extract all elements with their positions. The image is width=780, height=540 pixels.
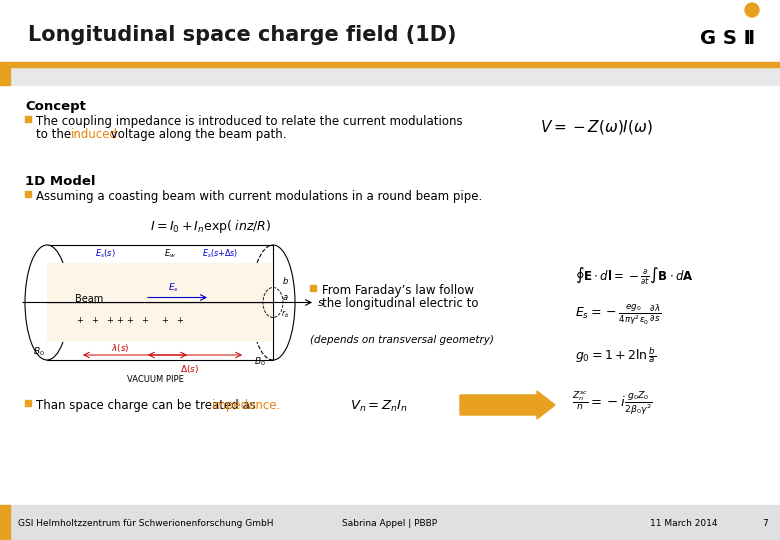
Text: $E_s(s{+}\Delta s)$: $E_s(s{+}\Delta s)$ xyxy=(202,248,238,260)
Text: GSI Helmholtzzentrum für Schwerionenforschung GmbH: GSI Helmholtzzentrum für Schwerionenfors… xyxy=(18,518,274,528)
Bar xyxy=(0,62,780,67)
Text: +: + xyxy=(126,316,133,325)
Text: the longitudinal electric to: the longitudinal electric to xyxy=(322,297,478,310)
Bar xyxy=(0,67,10,85)
Text: $\oint \mathbf{E}\cdot d\mathbf{l} = -\frac{\partial}{\partial t}\int \mathbf{B}: $\oint \mathbf{E}\cdot d\mathbf{l} = -\f… xyxy=(575,265,693,287)
Bar xyxy=(47,245,273,360)
Text: +: + xyxy=(76,316,83,325)
FancyArrow shape xyxy=(460,391,555,419)
Bar xyxy=(310,285,316,291)
Text: $b$: $b$ xyxy=(282,275,289,286)
Text: Sabrina Appel | PBBP: Sabrina Appel | PBBP xyxy=(342,518,438,528)
Text: $E_w$: $E_w$ xyxy=(164,248,176,260)
Text: +: + xyxy=(116,316,123,325)
Text: 11 March 2014: 11 March 2014 xyxy=(650,518,718,528)
Text: $E_s = -\frac{eg_0}{4\pi\gamma^2\varepsilon_0}\frac{\partial\lambda}{\partial s}: $E_s = -\frac{eg_0}{4\pi\gamma^2\varepsi… xyxy=(575,302,661,327)
Text: (depends on transversal geometry): (depends on transversal geometry) xyxy=(310,335,494,345)
Text: Than space charge can be treated as: Than space charge can be treated as xyxy=(36,399,260,412)
Text: induced: induced xyxy=(71,128,119,141)
Text: $B_0$: $B_0$ xyxy=(254,355,266,368)
Circle shape xyxy=(745,3,759,17)
Text: Concept: Concept xyxy=(25,100,86,113)
Text: +: + xyxy=(91,316,98,325)
Text: VACUUM PIPE: VACUUM PIPE xyxy=(126,375,183,384)
Text: $\Delta(s)$: $\Delta(s)$ xyxy=(180,363,200,375)
Text: +: + xyxy=(176,316,183,325)
Text: $V = -Z(\omega)I(\omega)$: $V = -Z(\omega)I(\omega)$ xyxy=(540,118,653,136)
Text: $E_s(s)$: $E_s(s)$ xyxy=(94,248,115,260)
Bar xyxy=(0,505,780,540)
Text: +: + xyxy=(161,316,168,325)
Text: $B_0$: $B_0$ xyxy=(33,345,45,357)
Text: +: + xyxy=(141,316,148,325)
Bar xyxy=(47,263,273,342)
Bar xyxy=(25,191,31,197)
Text: Beam: Beam xyxy=(75,294,103,305)
Text: voltage along the beam path.: voltage along the beam path. xyxy=(107,128,286,141)
Text: $E_s$: $E_s$ xyxy=(168,282,179,294)
Text: impedance.: impedance. xyxy=(211,399,281,412)
Text: $r_b$: $r_b$ xyxy=(281,309,289,320)
Text: 7: 7 xyxy=(762,518,768,528)
Text: $g_0 = 1 + 2\ln\frac{b}{a}$: $g_0 = 1 + 2\ln\frac{b}{a}$ xyxy=(575,345,657,365)
Bar xyxy=(25,400,31,406)
Text: $\lambda(s)$: $\lambda(s)$ xyxy=(111,342,129,354)
Bar xyxy=(25,116,31,122)
Text: $a$: $a$ xyxy=(282,293,289,302)
Text: Longitudinal space charge field (1D): Longitudinal space charge field (1D) xyxy=(28,25,456,45)
Text: From Faraday’s law follow: From Faraday’s law follow xyxy=(322,284,474,297)
Bar xyxy=(0,0,780,65)
Text: to the: to the xyxy=(36,128,75,141)
Text: $V_n = Z_n I_n$: $V_n = Z_n I_n$ xyxy=(350,399,408,414)
Text: Assuming a coasting beam with current modulations in a round beam pipe.: Assuming a coasting beam with current mo… xyxy=(36,190,482,203)
Bar xyxy=(0,67,780,85)
Text: The coupling impedance is introduced to relate the current modulations: The coupling impedance is introduced to … xyxy=(36,115,463,128)
Ellipse shape xyxy=(25,245,69,360)
Text: $I = I_0 + I_n \exp(\;inz/R)$: $I = I_0 + I_n \exp(\;inz/R)$ xyxy=(150,218,271,235)
Text: +: + xyxy=(107,316,113,325)
Text: $s$: $s$ xyxy=(317,299,324,308)
Text: G S I: G S I xyxy=(700,29,750,48)
Text: I: I xyxy=(747,29,754,48)
Bar xyxy=(0,505,10,540)
Text: $\frac{Z_n^{sc}}{n} = -i\frac{g_0 Z_0}{2\beta_0\gamma^2}$: $\frac{Z_n^{sc}}{n} = -i\frac{g_0 Z_0}{2… xyxy=(572,390,653,417)
Text: 1D Model: 1D Model xyxy=(25,175,95,188)
